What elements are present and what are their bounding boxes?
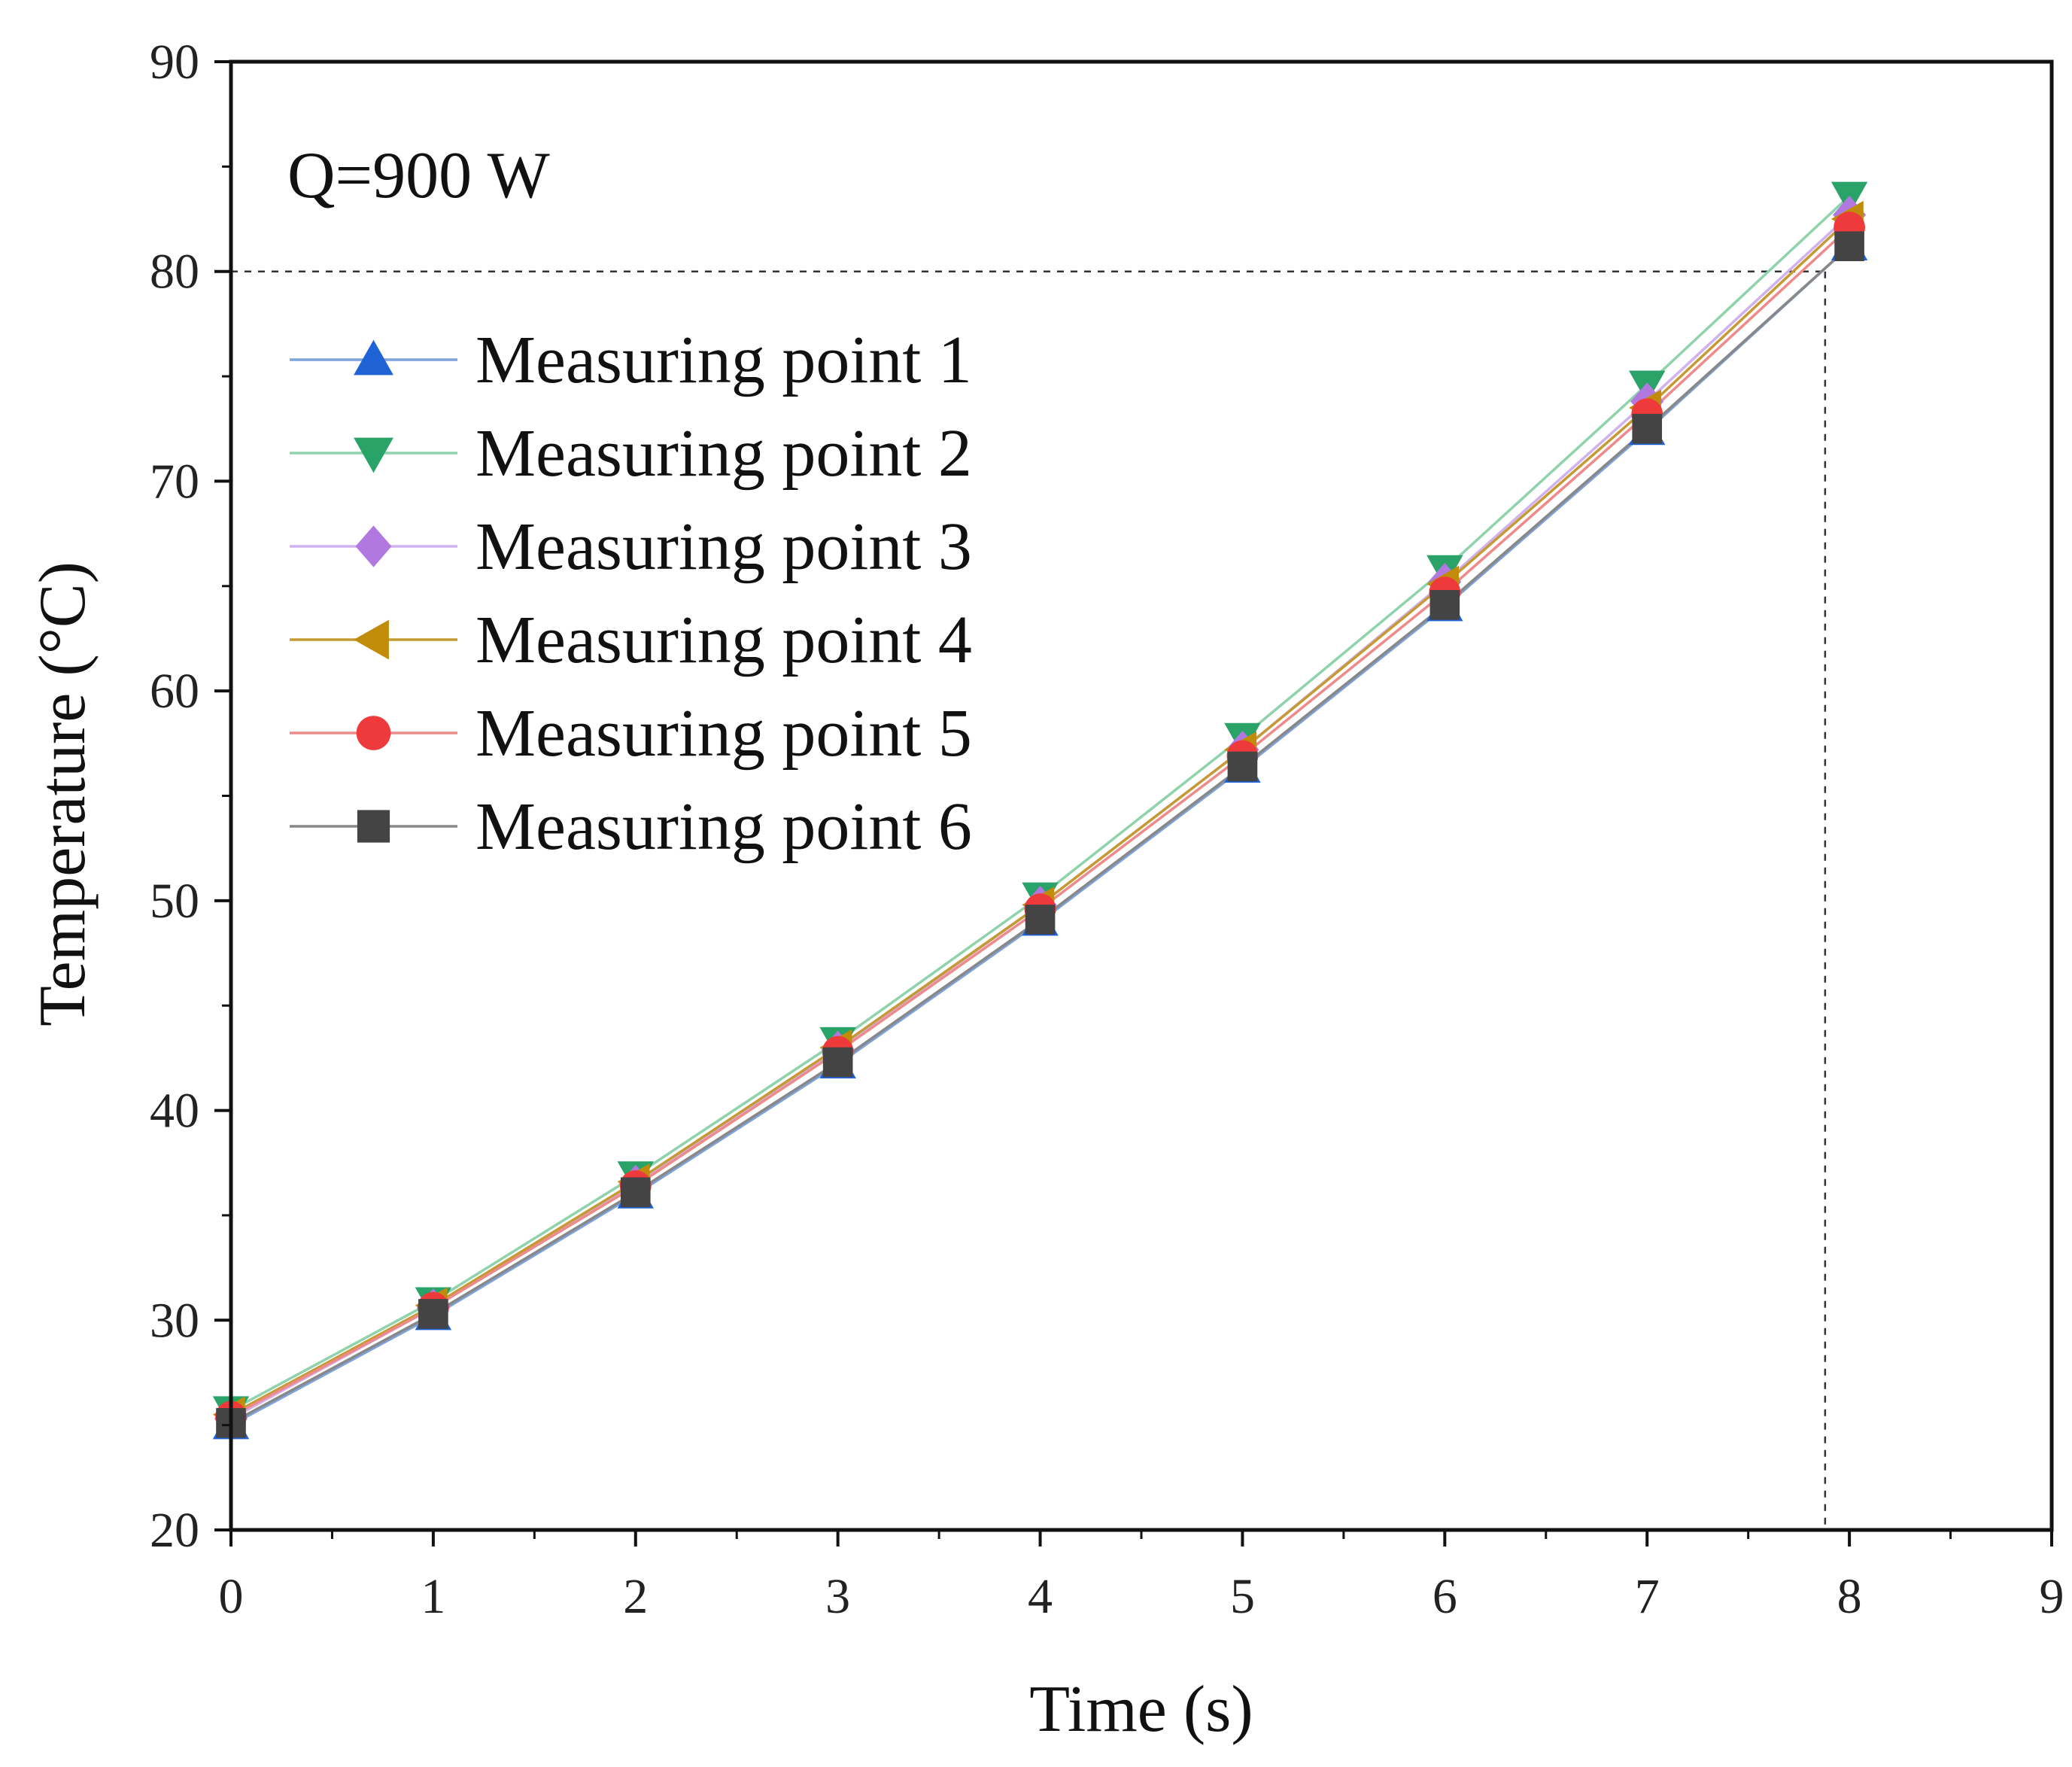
- legend-label: Measuring point 1: [475, 323, 972, 397]
- y-tick-label: 50: [150, 874, 199, 929]
- legend-label: Measuring point 5: [475, 696, 972, 771]
- x-tick-label: 3: [825, 1569, 850, 1624]
- x-tick-label: 6: [1432, 1569, 1457, 1624]
- legend-marker: [354, 437, 393, 473]
- chart-annotation: Q=900 W: [287, 139, 550, 212]
- series-2: [230, 195, 1851, 1412]
- series-5-line: [230, 226, 1851, 1419]
- series-5: [230, 226, 1851, 1419]
- x-tick-label: 4: [1028, 1569, 1053, 1624]
- series-4-line: [230, 217, 1851, 1416]
- series-3-markers: [214, 196, 1867, 1438]
- series-6-point: [1834, 231, 1864, 262]
- legend-entry-4: Measuring point 4: [290, 603, 972, 677]
- series-4-markers: [212, 200, 1864, 1433]
- x-tick-label: 7: [1635, 1569, 1660, 1624]
- legend-marker: [355, 525, 392, 567]
- legend-entry-6: Measuring point 6: [290, 789, 972, 864]
- y-tick-label: 20: [150, 1503, 199, 1558]
- x-axis-title: Time (s): [1029, 1673, 1253, 1746]
- x-tick-label: 1: [421, 1569, 445, 1624]
- x-tick-label: 8: [1837, 1569, 1862, 1624]
- reference-lines: [231, 270, 1827, 1530]
- series-3-line: [230, 214, 1851, 1420]
- series-6-point: [1632, 413, 1663, 444]
- series-2-markers: [212, 181, 1868, 1429]
- legend-entry-5: Measuring point 5: [290, 696, 972, 771]
- y-tick-label: 70: [150, 454, 199, 509]
- legend-label: Measuring point 2: [475, 416, 972, 491]
- legend-entry-1: Measuring point 1: [290, 323, 972, 397]
- legend-marker: [356, 716, 391, 750]
- series-6-point: [1227, 751, 1258, 782]
- legend-entry-2: Measuring point 2: [290, 416, 972, 491]
- series-6-point: [1429, 590, 1460, 620]
- series-2-line: [230, 195, 1851, 1412]
- series-3: [230, 214, 1851, 1420]
- series-5-markers: [215, 211, 1866, 1433]
- axes-layer: 0 1 2 3 4 5 6 7 8 9 20 30 40 50 60 70 80 90: [150, 35, 2064, 1624]
- series-6-point: [418, 1299, 448, 1329]
- legend: Measuring point 1 Measuring point 2 Measur…: [290, 323, 972, 864]
- series-4: [230, 217, 1851, 1416]
- legend-marker: [354, 619, 389, 660]
- x-tick-label: 2: [623, 1569, 648, 1624]
- y-tick-label: 90: [150, 35, 199, 90]
- y-tick-label: 80: [150, 245, 199, 300]
- y-tick-label: 40: [150, 1084, 199, 1139]
- series-layer: [212, 181, 1868, 1440]
- legend-marker: [354, 339, 393, 376]
- legend-marker: [357, 810, 390, 843]
- series-6-markers: [216, 231, 1864, 1438]
- x-tick-label: 0: [219, 1569, 244, 1624]
- legend-label: Measuring point 4: [475, 603, 972, 677]
- y-axis-title: Temperature (°C): [26, 561, 99, 1026]
- series-6-point: [822, 1047, 853, 1078]
- y-tick-label: 30: [150, 1293, 199, 1348]
- series-6-point: [1025, 905, 1056, 935]
- y-tick-label: 60: [150, 664, 199, 719]
- series-6-point: [620, 1177, 651, 1208]
- legend-label: Measuring point 6: [475, 789, 972, 864]
- legend-label: Measuring point 3: [475, 509, 972, 584]
- x-tick-label: 9: [2040, 1569, 2064, 1624]
- legend-entry-3: Measuring point 3: [290, 509, 972, 584]
- x-tick-label: 5: [1230, 1569, 1255, 1624]
